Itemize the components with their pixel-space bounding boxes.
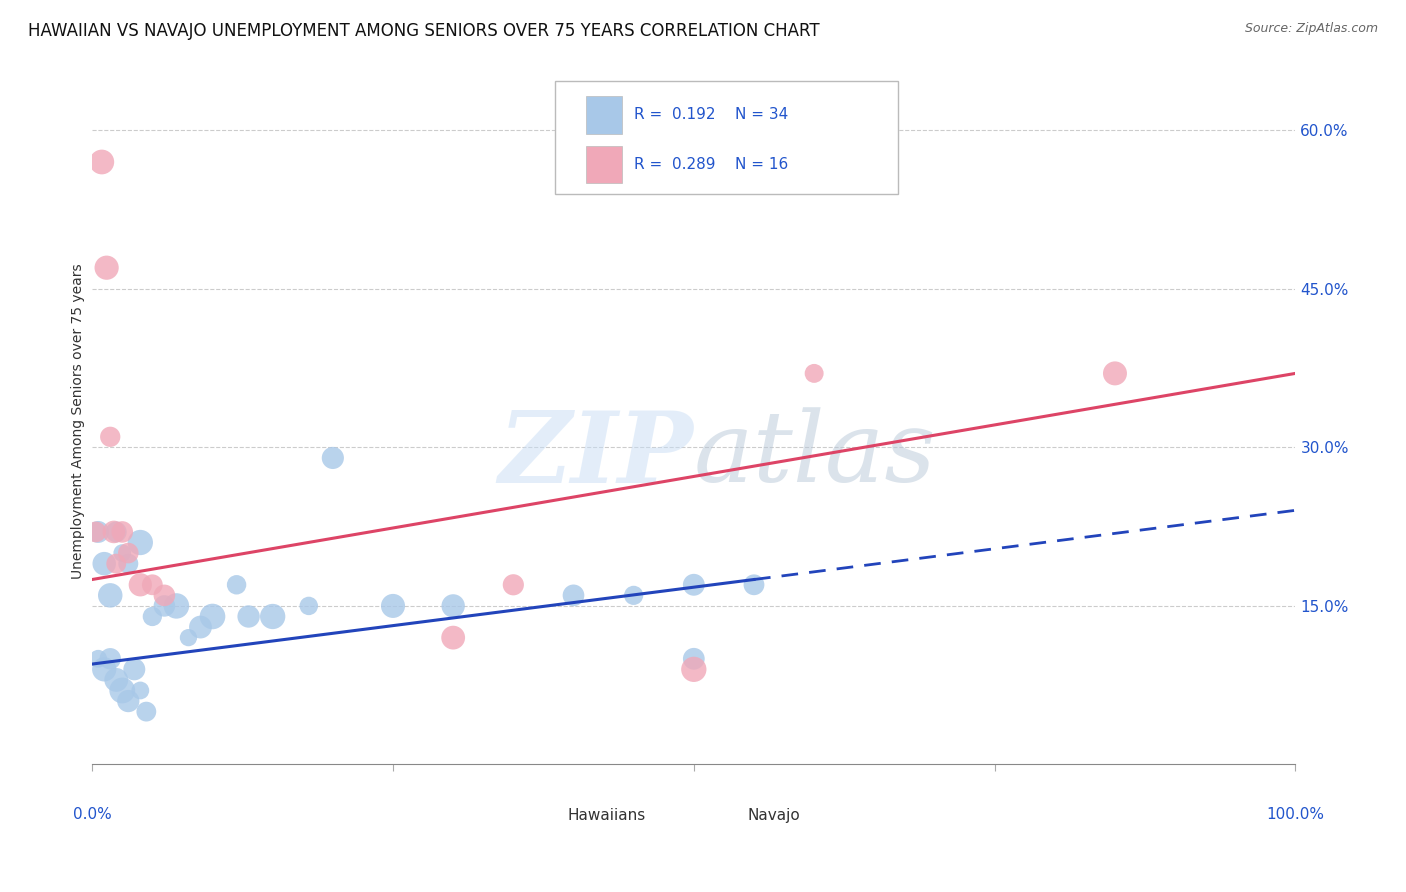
Text: 0.0%: 0.0% — [73, 806, 111, 822]
Point — [141, 578, 163, 592]
Point — [87, 524, 110, 539]
Point — [153, 599, 176, 613]
Point — [124, 662, 146, 676]
Point — [562, 588, 585, 602]
Point — [93, 557, 115, 571]
Point — [153, 588, 176, 602]
Point — [129, 535, 152, 549]
FancyBboxPatch shape — [526, 802, 555, 830]
Point — [298, 599, 321, 613]
Text: R =  0.192    N = 34: R = 0.192 N = 34 — [634, 107, 787, 122]
Point — [105, 557, 128, 571]
Point — [190, 620, 212, 634]
FancyBboxPatch shape — [585, 95, 621, 134]
Point — [111, 546, 134, 560]
Text: Hawaiians: Hawaiians — [568, 808, 645, 823]
Point — [87, 652, 110, 666]
Point — [98, 652, 121, 666]
Y-axis label: Unemployment Among Seniors over 75 years: Unemployment Among Seniors over 75 years — [72, 263, 86, 579]
Point — [177, 631, 200, 645]
Point — [382, 599, 405, 613]
Point — [165, 599, 187, 613]
Point — [682, 662, 704, 676]
Point — [98, 588, 121, 602]
Point — [502, 578, 524, 592]
Point — [93, 662, 115, 676]
Text: atlas: atlas — [693, 408, 936, 503]
Text: ZIP: ZIP — [499, 407, 693, 504]
Text: Navajo: Navajo — [748, 808, 801, 823]
Point — [322, 450, 344, 465]
Point — [441, 599, 464, 613]
Point — [90, 155, 112, 169]
Point — [111, 524, 134, 539]
Point — [135, 705, 157, 719]
Point — [262, 609, 284, 624]
Point — [682, 652, 704, 666]
FancyBboxPatch shape — [706, 802, 735, 830]
Point — [141, 609, 163, 624]
Point — [129, 578, 152, 592]
FancyBboxPatch shape — [555, 81, 898, 194]
Point — [117, 546, 139, 560]
Point — [129, 683, 152, 698]
Point — [441, 631, 464, 645]
Point — [111, 683, 134, 698]
Point — [98, 430, 121, 444]
Point — [84, 524, 107, 539]
Point — [742, 578, 765, 592]
Point — [117, 694, 139, 708]
Point — [238, 609, 260, 624]
Text: R =  0.289    N = 16: R = 0.289 N = 16 — [634, 157, 787, 172]
Point — [682, 578, 704, 592]
Text: 100.0%: 100.0% — [1267, 806, 1324, 822]
Point — [201, 609, 224, 624]
Point — [225, 578, 247, 592]
Point — [1104, 367, 1126, 381]
Point — [103, 524, 125, 539]
Point — [623, 588, 645, 602]
Point — [105, 673, 128, 687]
FancyBboxPatch shape — [585, 145, 621, 184]
Point — [117, 557, 139, 571]
Point — [105, 524, 128, 539]
Text: HAWAIIAN VS NAVAJO UNEMPLOYMENT AMONG SENIORS OVER 75 YEARS CORRELATION CHART: HAWAIIAN VS NAVAJO UNEMPLOYMENT AMONG SE… — [28, 22, 820, 40]
Point — [96, 260, 118, 275]
Point — [803, 367, 825, 381]
Text: Source: ZipAtlas.com: Source: ZipAtlas.com — [1244, 22, 1378, 36]
